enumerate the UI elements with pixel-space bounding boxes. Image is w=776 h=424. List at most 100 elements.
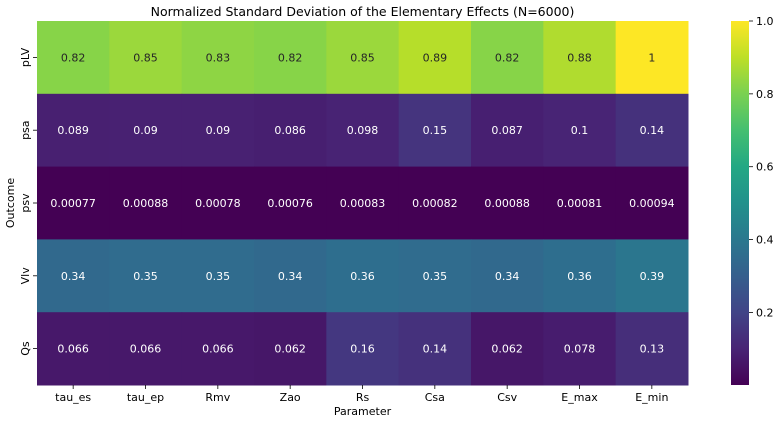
- x-tick-label: Csa: [425, 391, 445, 404]
- heatmap-cell: [471, 21, 544, 95]
- heatmap-cell: [254, 239, 327, 313]
- cell-value-label: 0.14: [640, 124, 665, 137]
- heatmap-cell: [615, 312, 689, 386]
- heatmap-cell-labels: 0.82 0.85 0.83 0.82 0.85 0.89 0.82 0.88 1 0.089 0.…: [50, 51, 674, 355]
- cell-value-label: 0.15: [423, 124, 448, 137]
- cell-value-label: 0.1: [571, 124, 589, 137]
- cell-value-label: 0.089: [57, 124, 89, 137]
- y-tick-label: psv: [19, 193, 32, 213]
- y-tick-label: Qs: [19, 341, 32, 356]
- heatmap-cell: [254, 21, 327, 95]
- heatmap-cell: [326, 93, 400, 168]
- cell-value-label: 0.85: [350, 51, 375, 64]
- colorbar-tick-label: 0.4: [756, 234, 774, 247]
- heatmap-cell: [37, 166, 110, 240]
- cell-value-label: 0.00082: [412, 197, 458, 210]
- cell-value-label: 0.00088: [123, 197, 169, 210]
- colorbar-tick-label: 0.2: [756, 306, 774, 319]
- cell-value-label: 0.00094: [629, 197, 675, 210]
- heatmap-cell: [543, 312, 617, 386]
- cell-value-label: 0.00081: [557, 197, 603, 210]
- cell-value-label: 0.34: [61, 270, 86, 283]
- heatmap-cell: [37, 239, 110, 313]
- cell-value-label: 0.35: [133, 270, 158, 283]
- cell-value-label: 0.062: [491, 343, 523, 356]
- heatmap-cell: [543, 166, 617, 240]
- heatmap-cell: [37, 312, 110, 386]
- heatmap-cell: [109, 21, 183, 95]
- heatmap-cell: [109, 312, 183, 386]
- cell-value-label: 0.39: [640, 270, 665, 283]
- x-tick-label: tau_es: [55, 391, 91, 404]
- cell-value-label: 0.00088: [484, 197, 530, 210]
- x-tick-label: Rmv: [205, 391, 230, 404]
- cell-value-label: 0.09: [206, 124, 231, 137]
- heatmap-cell: [181, 93, 255, 168]
- cell-value-label: 0.13: [640, 343, 665, 356]
- cell-value-label: 0.00078: [195, 197, 241, 210]
- cell-value-label: 0.35: [206, 270, 231, 283]
- x-tick-label: E_max: [561, 391, 598, 404]
- heatmap-cell: [543, 239, 617, 313]
- cell-value-label: 0.086: [274, 124, 306, 137]
- cell-value-label: 0.35: [423, 270, 448, 283]
- colorbar-ticks: 0.2 0.4 0.6 0.8 1.0: [749, 15, 774, 319]
- y-axis-ticks: pLV psa psv Vlv Qs: [19, 47, 37, 356]
- cell-value-label: 0.36: [567, 270, 592, 283]
- heatmap-cell: [543, 21, 617, 95]
- heatmap-cell: [471, 166, 544, 240]
- heatmap-cell: [543, 93, 617, 168]
- cell-value-label: 1: [648, 51, 655, 64]
- cell-value-label: 0.087: [491, 124, 523, 137]
- cell-value-label: 0.85: [133, 51, 158, 64]
- heatmap-cell: [398, 21, 472, 95]
- y-tick-label: Vlv: [19, 267, 32, 285]
- cell-value-label: 0.34: [278, 270, 303, 283]
- heatmap-cell: [615, 239, 689, 313]
- y-axis-title: Outcome: [4, 178, 17, 228]
- cell-value-label: 0.062: [274, 343, 306, 356]
- chart-title: Normalized Standard Deviation of the Ele…: [151, 4, 575, 19]
- x-tick-label: Zao: [280, 391, 301, 404]
- heatmap-cell: [615, 21, 689, 95]
- heatmap-cell: [471, 239, 544, 313]
- cell-value-label: 0.078: [564, 343, 596, 356]
- heatmap-cell: [398, 312, 472, 386]
- cell-value-label: 0.89: [423, 51, 448, 64]
- heatmap-cell: [471, 93, 544, 168]
- cell-value-label: 0.34: [495, 270, 520, 283]
- heatmap-cell: [37, 21, 110, 95]
- heatmap-cell: [37, 93, 110, 168]
- heatmap-cell: [326, 21, 400, 95]
- heatmap-cell: [109, 166, 183, 240]
- heatmap-cell: [181, 239, 255, 313]
- y-tick-label: psa: [19, 120, 32, 139]
- heatmap-cell: [398, 239, 472, 313]
- heatmap-cell: [181, 312, 255, 386]
- x-tick-label: tau_ep: [127, 391, 164, 404]
- cell-value-label: 0.066: [202, 343, 234, 356]
- cell-value-label: 0.82: [278, 51, 303, 64]
- heatmap-cell: [326, 166, 400, 240]
- heatmap-cell: [109, 93, 183, 168]
- heatmap-cell: [254, 93, 327, 168]
- heatmap-cell: [254, 312, 327, 386]
- x-axis-title: Parameter: [334, 405, 392, 418]
- cell-value-label: 0.066: [57, 343, 89, 356]
- heatmap-cells: [37, 21, 689, 386]
- heatmap-cell: [109, 239, 183, 313]
- heatmap-cell: [615, 166, 689, 240]
- cell-value-label: 0.16: [350, 343, 375, 356]
- heatmap-cell: [326, 239, 400, 313]
- heatmap-cell: [471, 312, 544, 386]
- heatmap-cell: [254, 166, 327, 240]
- cell-value-label: 0.098: [347, 124, 379, 137]
- x-axis-ticks: tau_es tau_ep Rmv Zao Rs Csa Csv E_max E_min: [55, 385, 668, 404]
- heatmap-cell: [398, 93, 472, 168]
- cell-value-label: 0.82: [61, 51, 86, 64]
- cell-value-label: 0.14: [423, 343, 448, 356]
- cell-value-label: 0.83: [206, 51, 231, 64]
- cell-value-label: 0.00077: [50, 197, 96, 210]
- heatmap-cell: [326, 312, 400, 386]
